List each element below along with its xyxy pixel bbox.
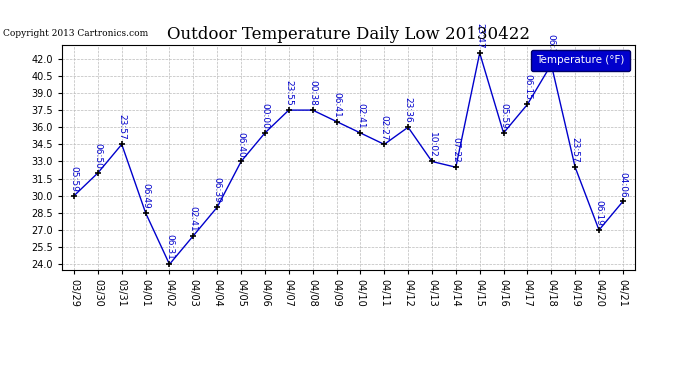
Title: Outdoor Temperature Daily Low 20130422: Outdoor Temperature Daily Low 20130422 bbox=[167, 27, 530, 44]
Text: 06:41: 06:41 bbox=[332, 92, 341, 117]
Legend: Temperature (°F): Temperature (°F) bbox=[531, 50, 629, 70]
Text: 23:47: 23:47 bbox=[475, 23, 484, 49]
Text: 23:57: 23:57 bbox=[117, 114, 126, 140]
Text: 06:31: 06:31 bbox=[165, 234, 174, 260]
Text: 05:59: 05:59 bbox=[70, 166, 79, 192]
Text: 06:50: 06:50 bbox=[93, 143, 102, 169]
Text: 23:57: 23:57 bbox=[571, 137, 580, 163]
Text: 07:22: 07:22 bbox=[451, 137, 460, 163]
Text: 06:49: 06:49 bbox=[141, 183, 150, 209]
Text: 06:39: 06:39 bbox=[213, 177, 221, 203]
Text: 00:00: 00:00 bbox=[260, 103, 269, 129]
Text: 06:15: 06:15 bbox=[546, 34, 555, 60]
Text: 06:15: 06:15 bbox=[523, 74, 532, 100]
Text: 23:36: 23:36 bbox=[404, 98, 413, 123]
Text: 06:19: 06:19 bbox=[595, 200, 604, 226]
Text: 02:41: 02:41 bbox=[189, 206, 198, 232]
Text: 02:41: 02:41 bbox=[356, 103, 365, 129]
Text: 10:02: 10:02 bbox=[428, 132, 437, 158]
Text: 23:55: 23:55 bbox=[284, 80, 293, 106]
Text: 04:06: 04:06 bbox=[618, 171, 627, 197]
Text: 02:27: 02:27 bbox=[380, 115, 388, 140]
Text: 06:40: 06:40 bbox=[237, 132, 246, 158]
Text: 00:38: 00:38 bbox=[308, 80, 317, 106]
Text: Copyright 2013 Cartronics.com: Copyright 2013 Cartronics.com bbox=[3, 28, 149, 38]
Text: 05:59: 05:59 bbox=[499, 103, 508, 129]
